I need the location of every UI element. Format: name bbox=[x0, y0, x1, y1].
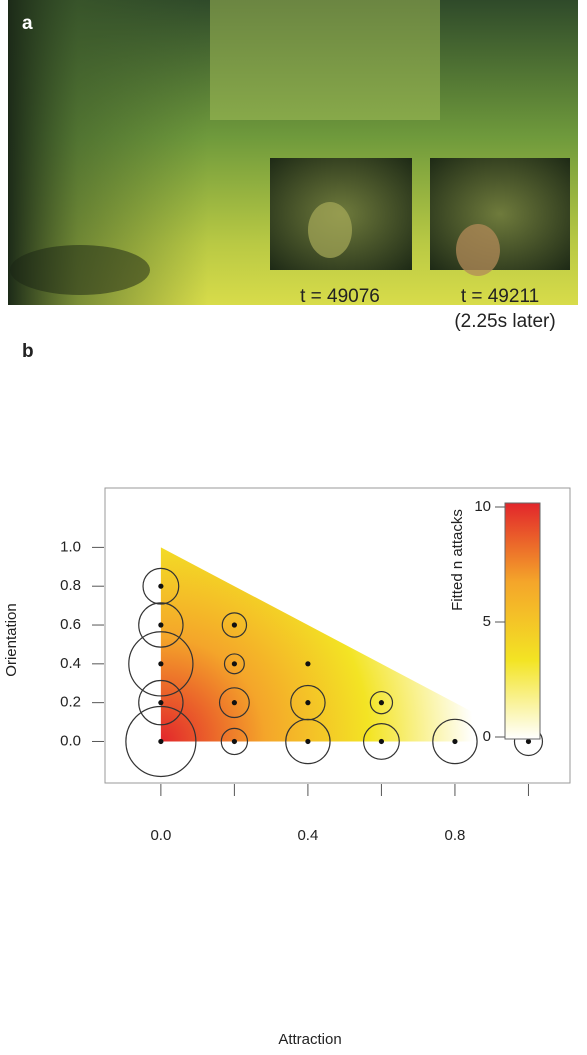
point bbox=[158, 738, 164, 745]
y-tick-label: 0.4 bbox=[60, 655, 81, 672]
point bbox=[525, 738, 532, 745]
x-tick-label: 0.8 bbox=[445, 827, 466, 844]
x-tick-label: 0.4 bbox=[297, 827, 318, 844]
y-axis-title: Orientation bbox=[3, 603, 20, 676]
point bbox=[305, 661, 311, 667]
heatmap-area bbox=[160, 547, 529, 742]
point bbox=[231, 738, 237, 745]
panel-label: b bbox=[22, 341, 34, 362]
fish bbox=[456, 224, 500, 276]
photo-light bbox=[210, 0, 440, 120]
bubble bbox=[218, 687, 250, 719]
bubble bbox=[128, 631, 194, 697]
bubble bbox=[221, 612, 248, 638]
point bbox=[231, 661, 237, 667]
colorbar bbox=[504, 502, 541, 740]
bubble bbox=[369, 690, 394, 715]
inset-caption: t = 49076 bbox=[300, 286, 380, 307]
bubble bbox=[432, 718, 478, 765]
photo-panel: a t = 49076 t = 49211 (2.25s later) bbox=[8, 0, 578, 332]
bubble bbox=[125, 705, 197, 778]
colorbar-tick-label: 0 bbox=[483, 728, 491, 745]
point bbox=[231, 622, 237, 628]
bubble bbox=[285, 718, 331, 765]
colorbar-tick-label: 5 bbox=[483, 613, 491, 630]
point bbox=[158, 622, 164, 628]
point bbox=[305, 700, 311, 706]
y-tick-label: 0.2 bbox=[60, 694, 81, 711]
bubble bbox=[138, 679, 184, 726]
plot-frame bbox=[104, 487, 571, 784]
y-tick-label: 1.0 bbox=[60, 538, 81, 555]
bubble bbox=[142, 567, 180, 605]
colorbar-label: Fitted n attacks bbox=[449, 509, 466, 611]
x-axis-title: Attraction bbox=[278, 1031, 341, 1048]
x-tick-label: 0.0 bbox=[150, 827, 171, 844]
bubble bbox=[138, 602, 184, 648]
inset-image bbox=[430, 158, 570, 270]
photo-shadow bbox=[10, 245, 150, 295]
y-tick-label: 0.0 bbox=[60, 732, 81, 749]
fish bbox=[308, 202, 352, 258]
inset-note: (2.25s later) bbox=[454, 311, 555, 332]
bubble bbox=[362, 723, 400, 760]
y-tick-label: 0.8 bbox=[60, 577, 81, 594]
point bbox=[452, 738, 458, 745]
inset-caption: t = 49211 bbox=[461, 286, 539, 307]
point bbox=[231, 700, 237, 706]
point bbox=[158, 661, 164, 667]
colorbar-tick-label: 10 bbox=[474, 498, 491, 515]
point bbox=[378, 738, 385, 745]
bubble bbox=[220, 727, 249, 756]
point bbox=[158, 700, 164, 706]
panel-label: a bbox=[22, 13, 33, 34]
bubble bbox=[223, 653, 245, 675]
point bbox=[378, 700, 385, 706]
y-tick-label: 0.6 bbox=[60, 616, 81, 633]
point bbox=[305, 738, 311, 745]
point bbox=[158, 583, 164, 589]
